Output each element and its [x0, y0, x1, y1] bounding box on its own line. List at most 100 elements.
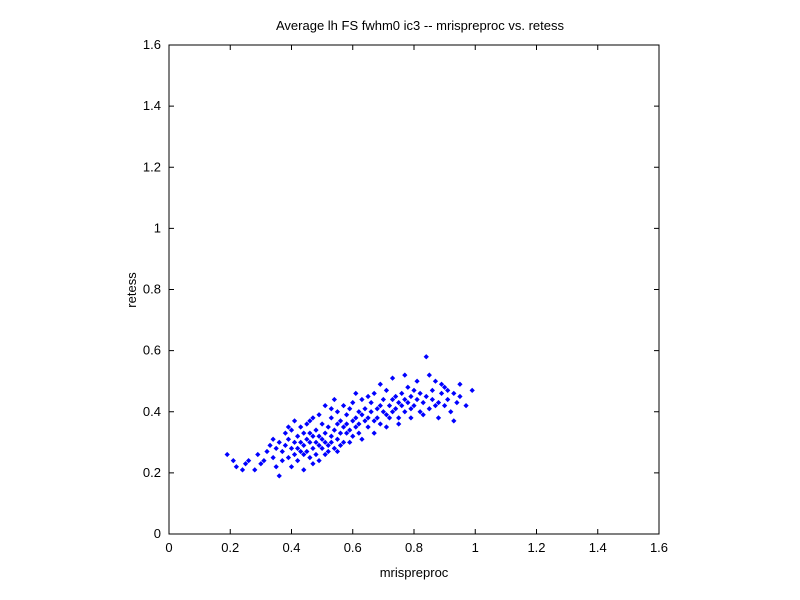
data-point — [322, 430, 328, 436]
data-point — [328, 415, 334, 421]
data-point — [371, 430, 377, 436]
data-point — [454, 399, 460, 406]
data-point — [334, 448, 341, 455]
data-point — [322, 403, 328, 409]
data-point — [396, 421, 402, 427]
data-point — [399, 403, 405, 409]
data-point — [337, 418, 344, 424]
data-point — [408, 406, 414, 412]
data-point — [331, 445, 337, 452]
data-point — [377, 403, 383, 409]
data-point — [411, 403, 417, 409]
data-point — [304, 421, 310, 427]
data-point — [402, 396, 408, 403]
data-point — [282, 430, 288, 436]
axis-ticks: 0 0.2 0.4 0.6 0.8 1 1.2 1.4 1.6 0 0.2 0.4 0.6 0.8 1 1.2… — [143, 37, 668, 555]
data-point — [273, 445, 279, 452]
data-point — [239, 467, 246, 473]
data-point — [429, 387, 435, 393]
data-point — [463, 403, 469, 409]
data-point — [438, 390, 445, 397]
data-point — [435, 415, 442, 421]
data-point — [337, 442, 344, 448]
data-point — [380, 396, 386, 403]
data-point — [267, 442, 273, 448]
y-tick-label: 1.6 — [143, 37, 161, 52]
data-point — [316, 412, 322, 418]
y-tick-label: 0.2 — [143, 465, 161, 480]
data-point — [451, 390, 457, 397]
data-point — [295, 445, 301, 452]
data-point — [426, 372, 432, 378]
data-point — [362, 418, 368, 424]
data-point — [344, 421, 350, 427]
data-point — [353, 390, 359, 397]
data-point — [316, 433, 322, 439]
data-point — [252, 467, 258, 473]
data-point — [457, 381, 463, 387]
data-point — [255, 451, 261, 458]
data-point — [353, 415, 359, 421]
x-axis-label: mrispreproc — [380, 565, 449, 580]
x-tick-label: 1 — [472, 540, 479, 555]
data-point — [438, 381, 445, 387]
data-point — [313, 439, 319, 445]
data-point — [371, 390, 377, 397]
data-point — [380, 409, 386, 415]
data-point — [319, 436, 325, 442]
data-point — [411, 387, 417, 393]
data-point — [389, 396, 396, 403]
data-point — [273, 464, 279, 470]
data-point — [359, 396, 365, 403]
data-point — [322, 451, 328, 458]
data-point — [386, 415, 393, 421]
data-point — [304, 448, 310, 455]
data-point — [340, 439, 347, 445]
data-point — [350, 433, 356, 439]
data-point — [291, 451, 298, 458]
data-point — [356, 430, 362, 436]
data-point — [344, 430, 350, 436]
data-point — [288, 464, 295, 470]
data-point — [270, 454, 276, 461]
data-point — [313, 427, 319, 433]
data-point — [233, 464, 239, 470]
data-point — [457, 393, 463, 400]
data-point — [414, 396, 420, 403]
data-point — [417, 390, 423, 397]
data-point — [328, 406, 334, 412]
data-point — [313, 451, 319, 458]
data-point — [402, 372, 408, 378]
data-point — [429, 396, 435, 403]
data-point — [350, 418, 356, 424]
data-point — [414, 378, 420, 384]
data-point — [377, 381, 383, 387]
x-tick-label: 0.2 — [221, 540, 239, 555]
data-point — [347, 427, 353, 433]
data-point — [224, 451, 230, 458]
data-point — [316, 458, 322, 464]
data-point — [279, 458, 285, 464]
data-point — [365, 393, 371, 400]
data-point — [334, 436, 341, 442]
data-point — [347, 406, 353, 412]
data-point — [386, 403, 393, 409]
y-tick-label: 0.8 — [143, 282, 161, 297]
data-point — [445, 396, 451, 403]
data-point — [402, 409, 408, 415]
data-point — [307, 439, 313, 445]
data-point — [393, 406, 399, 412]
data-point — [353, 424, 359, 430]
data-point — [365, 415, 371, 421]
data-point — [301, 430, 307, 436]
data-point — [288, 445, 295, 452]
data-point — [246, 458, 252, 464]
data-point — [371, 418, 377, 424]
data-point — [408, 393, 414, 400]
data-point — [261, 458, 267, 464]
data-point — [442, 403, 448, 409]
data-point — [344, 412, 350, 418]
data-point — [291, 418, 298, 424]
data-point — [362, 406, 368, 412]
plot-area-frame — [168, 44, 660, 535]
